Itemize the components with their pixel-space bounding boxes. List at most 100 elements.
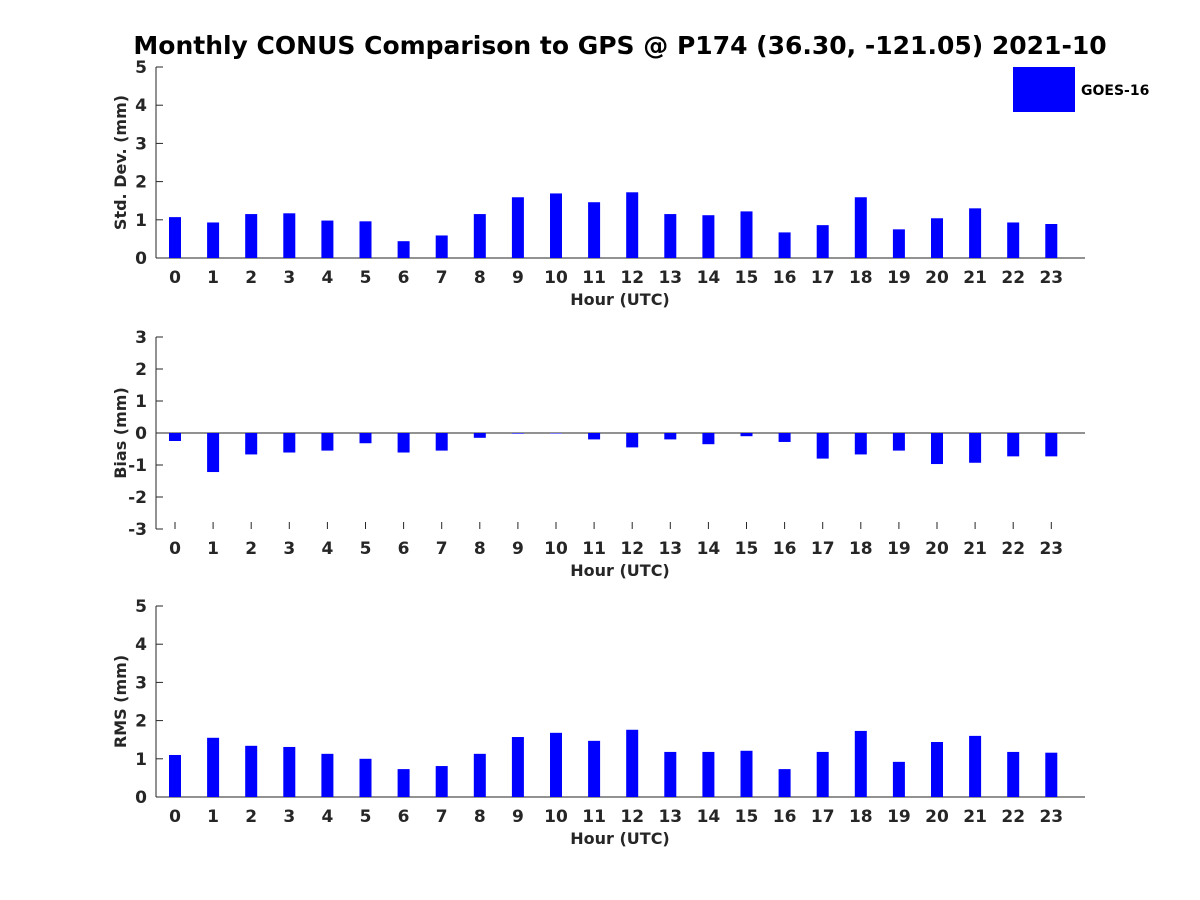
x-tick-label: 4 [321,268,333,288]
bar-hour-13 [664,433,677,440]
x-tick-label: 14 [697,807,721,827]
bar-hour-0 [169,433,181,441]
x-tick-label: 7 [436,268,448,288]
bar-hour-21 [969,433,982,463]
x-tick-label: 20 [925,268,949,288]
x-axis-label: Hour (UTC) [570,561,670,580]
x-tick-label: 3 [283,268,295,288]
x-tick-label: 0 [169,807,181,827]
y-tick-label: -2 [128,488,147,508]
bar-hour-17 [816,225,829,258]
x-tick-label: 0 [169,268,181,288]
x-tick-label: 7 [436,807,448,827]
x-tick-label: 15 [735,539,759,559]
bar-hour-14 [702,215,715,258]
y-tick-label: -1 [128,456,147,476]
bar-hour-7 [435,766,448,797]
x-tick-label: 17 [811,268,835,288]
bar-hour-15 [740,211,753,258]
bar-hour-5 [359,221,372,258]
x-tick-label: 17 [811,539,835,559]
y-tick-label: 5 [135,58,147,78]
bar-hour-3 [283,746,296,797]
bar-hour-14 [702,433,715,445]
legend-swatch [1013,67,1075,112]
y-tick-label: 4 [135,96,147,116]
x-tick-label: 5 [360,539,372,559]
x-tick-label: 3 [283,807,295,827]
x-tick-label: 5 [360,268,372,288]
x-tick-label: 20 [925,807,949,827]
x-tick-label: 21 [963,268,987,288]
x-tick-label: 21 [963,539,987,559]
x-tick-label: 6 [398,807,410,827]
x-tick-label: 11 [582,807,606,827]
x-tick-label: 11 [582,268,606,288]
y-tick-label: 0 [135,249,147,269]
bar-hour-19 [892,433,905,451]
y-tick-label: 2 [135,712,147,732]
bar-hour-6 [397,769,410,797]
bar-hour-16 [778,769,791,797]
x-tick-label: 19 [887,268,911,288]
x-tick-label: 15 [735,268,759,288]
bar-hour-11 [588,740,601,797]
bar-hour-20 [931,741,943,797]
x-tick-label: 9 [512,268,524,288]
bar-hour-5 [359,433,372,444]
x-axis-label: Hour (UTC) [570,829,670,848]
bar-hour-13 [664,751,677,797]
bar-hour-16 [778,433,791,442]
x-tick-label: 9 [512,807,524,827]
bar-hour-12 [626,192,639,258]
x-tick-label: 16 [773,807,797,827]
bar-hour-13 [664,214,677,258]
bar-hour-9 [511,433,524,434]
bar-hour-4 [321,753,334,797]
legend-label: GOES-16 [1081,83,1149,99]
y-tick-label: 2 [135,173,147,193]
x-tick-label: 3 [283,539,295,559]
x-tick-label: 13 [658,539,682,559]
x-tick-label: 19 [887,807,911,827]
x-tick-label: 1 [207,539,219,559]
x-tick-label: 22 [1001,268,1025,288]
x-tick-label: 8 [474,807,486,827]
bar-hour-2 [245,745,258,797]
bar-hour-18 [854,433,867,455]
x-tick-label: 6 [398,268,410,288]
bar-hour-23 [1045,752,1058,797]
bar-hour-7 [435,235,448,258]
y-tick-label: 1 [135,392,147,412]
bar-hour-1 [207,737,220,797]
y-axis-label: Bias (mm) [111,387,130,479]
y-axis-label: Std. Dev. (mm) [111,95,130,230]
y-axis-label: RMS (mm) [111,655,130,748]
bar-hour-10 [550,433,562,434]
x-tick-label: 8 [474,268,486,288]
x-tick-label: 10 [544,268,568,288]
bar-hour-22 [1007,433,1020,457]
x-tick-label: 15 [735,807,759,827]
bar-hour-11 [588,202,601,258]
y-tick-label: -3 [128,520,147,540]
y-tick-label: 2 [135,360,147,380]
bar-hour-9 [511,197,524,258]
x-tick-label: 20 [925,539,949,559]
bar-hour-15 [740,750,753,797]
x-tick-label: 10 [544,539,568,559]
legend: GOES-16 [1013,67,1149,112]
x-tick-label: 4 [321,807,333,827]
x-tick-label: 7 [436,539,448,559]
bar-hour-16 [778,232,791,258]
bar-hour-18 [854,730,867,797]
x-tick-label: 2 [245,539,257,559]
bar-hour-22 [1007,751,1020,797]
bar-hour-15 [740,433,753,437]
y-tick-label: 3 [135,328,147,348]
x-axis-label: Hour (UTC) [570,290,670,309]
